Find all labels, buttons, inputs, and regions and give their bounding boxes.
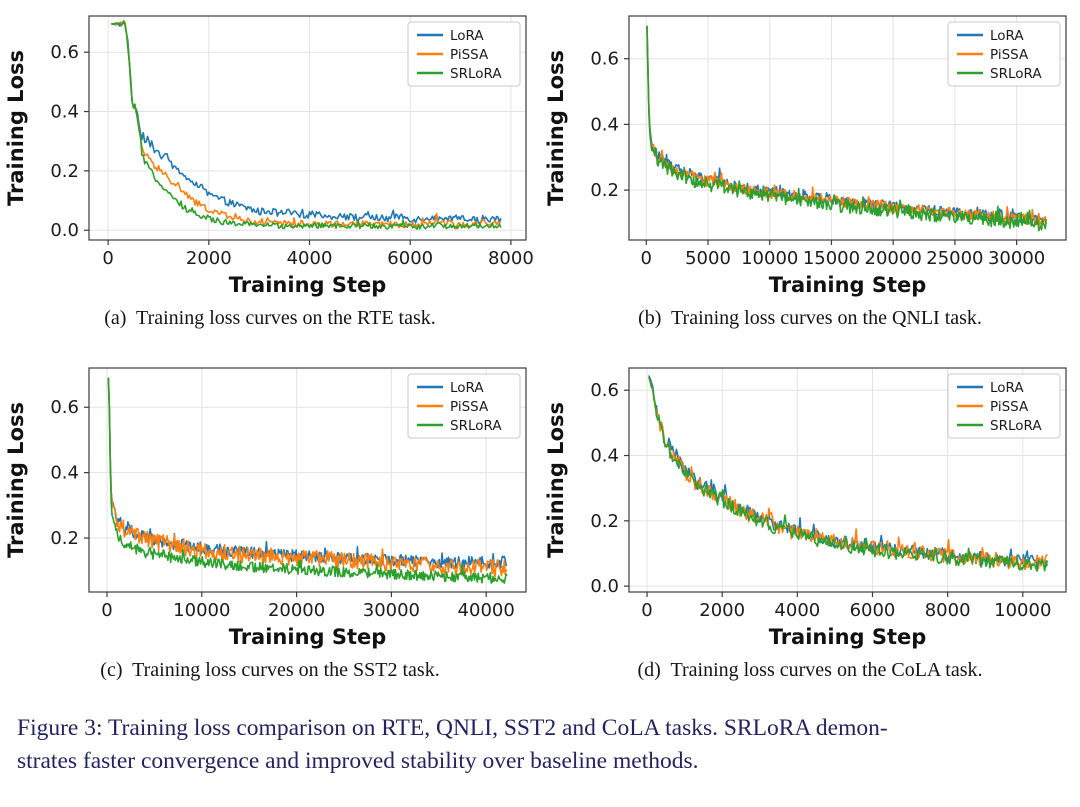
- y-tick-label: 0.6: [590, 380, 619, 401]
- x-tick-label: 0: [102, 248, 113, 269]
- series-line-srlora: [107, 377, 508, 584]
- x-tick-label: 20000: [864, 248, 921, 269]
- subplot-rte: 0 2000 4000 6000 8000 0.0 0.2 0.4 0.6 Training St…: [0, 8, 540, 330]
- y-tick-label: 0.4: [590, 114, 619, 135]
- x-tick-label: 10000: [994, 600, 1051, 621]
- legend: LoRA PiSSA SRLoRA: [947, 373, 1060, 439]
- y-axis-label: Training Loss: [544, 402, 568, 558]
- x-axis-label: Training Step: [228, 273, 386, 297]
- legend-label-pissa: PiSSA: [990, 399, 1029, 415]
- subplot-caption-qnli: (b) Training loss curves on the QNLI tas…: [638, 307, 982, 329]
- x-tick-label: 25000: [926, 248, 983, 269]
- x-tick-label: 4000: [286, 248, 332, 269]
- series-line-pissa: [107, 377, 507, 578]
- legend-label-lora: LoRA: [990, 28, 1024, 44]
- x-tick-label: 8000: [487, 248, 533, 269]
- subplot-qnli: 0 5000 10000 15000 20000 25000 30000 0.2 0.4 0.6 T…: [540, 8, 1080, 330]
- x-tick-label: 30000: [987, 248, 1044, 269]
- legend-label-pissa: PiSSA: [450, 399, 489, 415]
- legend-label-srlora: SRLoRA: [450, 66, 502, 82]
- x-tick-label: 0: [641, 600, 652, 621]
- chart-sst2-training-loss: 0 10000 20000 30000 40000 0.2 0.4 0.6 Training S…: [4, 367, 527, 649]
- y-tick-label: 0.2: [590, 180, 619, 201]
- y-axis-label: Training Loss: [544, 50, 568, 206]
- axis-ticks: 0 2000 4000 6000 8000 10000 0.0 0.2 0.4 0.6: [590, 380, 1051, 621]
- grid-lines: [628, 368, 1066, 592]
- x-axis-label: Training Step: [768, 273, 926, 297]
- x-axis-label: Training Step: [228, 625, 386, 649]
- chart-grid: 0 2000 4000 6000 8000 0.0 0.2 0.4 0.6 Training St…: [0, 8, 1080, 682]
- series-line-srlora: [645, 25, 1047, 232]
- legend-label-lora: LoRA: [990, 380, 1024, 396]
- subplot-sst2: 0 10000 20000 30000 40000 0.2 0.4 0.6 Training S…: [0, 360, 540, 682]
- x-tick-label: 6000: [849, 600, 895, 621]
- subplot-caption-sst2: (c) Training loss curves on the SST2 tas…: [100, 659, 440, 681]
- legend-label-srlora: SRLoRA: [450, 418, 502, 434]
- y-tick-label: 0.0: [50, 220, 79, 241]
- chart-cola-training-loss: 0 2000 4000 6000 8000 10000 0.0 0.2 0.4 0.6 Traini…: [544, 367, 1067, 649]
- y-tick-label: 0.4: [590, 446, 619, 467]
- figure-caption: Figure 3: Training loss comparison on RT…: [17, 712, 1060, 779]
- y-tick-label: 0.6: [590, 49, 619, 70]
- x-tick-label: 40000: [457, 600, 514, 621]
- axis-ticks: 0 2000 4000 6000 8000 0.0 0.2 0.4 0.6: [50, 42, 533, 269]
- x-tick-label: 8000: [924, 600, 970, 621]
- plot-border: [627, 15, 1067, 241]
- plot-border: [87, 15, 527, 241]
- figure-caption-line-2: strates faster convergence and improved …: [17, 748, 699, 775]
- plot-border: [627, 367, 1067, 593]
- y-axis-label: Training Loss: [4, 402, 28, 558]
- chart-rte-training-loss: 0 2000 4000 6000 8000 0.0 0.2 0.4 0.6 Training St…: [4, 15, 533, 297]
- legend-label-srlora: SRLoRA: [990, 418, 1042, 434]
- subplot-cola: 0 2000 4000 6000 8000 10000 0.0 0.2 0.4 0.6 Traini…: [540, 360, 1080, 682]
- chart-qnli-training-loss: 0 5000 10000 15000 20000 25000 30000 0.2 0.4 0.6 T…: [544, 15, 1067, 297]
- axis-ticks: 0 10000 20000 30000 40000 0.2 0.4 0.6: [50, 397, 514, 621]
- x-axis-label: Training Step: [768, 625, 926, 649]
- y-tick-label: 0.2: [50, 528, 79, 549]
- y-tick-label: 0.6: [50, 397, 79, 418]
- series-lines: [647, 375, 1048, 572]
- x-tick-label: 0: [101, 600, 112, 621]
- y-tick-label: 0.0: [590, 576, 619, 597]
- x-tick-label: 10000: [741, 248, 798, 269]
- legend-label-lora: LoRA: [450, 28, 484, 44]
- figure-caption-line-1: Figure 3: Training loss comparison on RT…: [17, 715, 888, 741]
- legend-label-srlora: SRLoRA: [990, 66, 1042, 82]
- y-tick-label: 0.2: [590, 511, 619, 532]
- series-lines: [107, 377, 508, 584]
- series-lines: [645, 25, 1047, 232]
- y-tick-label: 0.4: [50, 102, 79, 123]
- x-tick-label: 2000: [185, 248, 231, 269]
- x-tick-label: 4000: [774, 600, 820, 621]
- x-tick-label: 10000: [173, 600, 230, 621]
- x-tick-label: 20000: [267, 600, 324, 621]
- plot-border: [87, 367, 527, 593]
- series-line-srlora: [647, 376, 1048, 572]
- x-tick-label: 2000: [699, 600, 745, 621]
- legend-label-lora: LoRA: [450, 380, 484, 396]
- subplot-caption-rte: (a) Training loss curves on the RTE task…: [104, 307, 436, 329]
- x-tick-label: 6000: [387, 248, 433, 269]
- axis-ticks: 0 5000 10000 15000 20000 25000 30000 0.2 0.4 0.6: [590, 49, 1045, 269]
- x-tick-label: 0: [640, 248, 651, 269]
- legend-label-pissa: PiSSA: [450, 47, 489, 63]
- series-line-srlora: [110, 20, 502, 230]
- legend: LoRA PiSSA SRLoRA: [407, 373, 520, 439]
- y-tick-label: 0.4: [50, 463, 79, 484]
- y-tick-label: 0.6: [50, 42, 79, 63]
- y-tick-label: 0.2: [50, 161, 79, 182]
- legend: LoRA PiSSA SRLoRA: [947, 21, 1060, 87]
- subplot-caption-cola: (d) Training loss curves on the CoLA tas…: [637, 659, 983, 681]
- y-axis-label: Training Loss: [4, 50, 28, 206]
- legend-label-pissa: PiSSA: [990, 47, 1029, 63]
- x-tick-label: 30000: [362, 600, 419, 621]
- series-lines: [110, 19, 502, 230]
- x-tick-label: 5000: [685, 248, 731, 269]
- x-tick-label: 15000: [802, 248, 859, 269]
- legend: LoRA PiSSA SRLoRA: [407, 21, 520, 87]
